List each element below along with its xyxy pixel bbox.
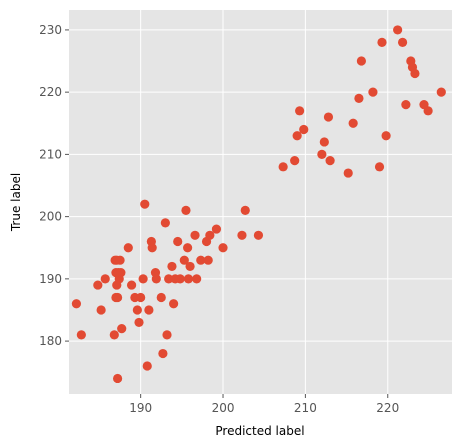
data-point xyxy=(164,274,174,284)
data-point xyxy=(162,330,172,340)
data-point xyxy=(323,112,334,122)
data-point xyxy=(140,199,150,209)
data-point xyxy=(240,205,250,216)
data-point xyxy=(278,162,288,172)
data-point xyxy=(96,305,106,315)
data-point xyxy=(397,37,408,47)
x-tick-label: 200 xyxy=(212,401,235,415)
y-tick-label: 190 xyxy=(39,272,62,286)
data-point xyxy=(116,268,126,278)
data-point xyxy=(343,168,353,178)
y-axis-label: True label xyxy=(9,173,23,232)
data-point xyxy=(325,156,335,166)
data-point xyxy=(144,305,154,315)
y-tick-label: 210 xyxy=(39,147,62,161)
data-point xyxy=(142,361,152,371)
data-point xyxy=(237,230,247,240)
data-point xyxy=(179,255,189,265)
data-point xyxy=(354,93,364,103)
data-point xyxy=(71,299,82,309)
data-point xyxy=(167,261,177,272)
y-axis-ticks: 180 190 200 210 220 230 xyxy=(39,23,69,348)
data-point xyxy=(181,205,191,216)
data-point xyxy=(317,149,327,159)
data-point xyxy=(196,255,206,265)
data-point xyxy=(356,56,366,66)
data-point xyxy=(374,162,385,172)
data-point xyxy=(292,131,302,141)
grid-lines xyxy=(69,10,452,394)
y-tick-label: 180 xyxy=(39,334,62,348)
data-point xyxy=(290,156,300,166)
data-point xyxy=(377,37,387,47)
x-axis-ticks: 190 200 210 220 xyxy=(129,394,399,415)
x-tick-label: 190 xyxy=(129,401,152,415)
data-point xyxy=(169,299,179,309)
data-point xyxy=(319,137,329,147)
data-point xyxy=(112,373,123,384)
data-point xyxy=(156,292,166,303)
data-point xyxy=(112,292,123,303)
y-tick-label: 200 xyxy=(39,210,62,224)
data-point xyxy=(348,118,358,128)
data-point xyxy=(160,218,170,228)
data-point xyxy=(147,243,157,253)
data-point xyxy=(190,230,200,240)
data-point xyxy=(401,99,411,110)
data-points xyxy=(71,25,446,384)
data-point xyxy=(211,224,222,234)
x-tick-label: 220 xyxy=(376,401,399,415)
data-point xyxy=(123,243,133,253)
data-point xyxy=(126,280,137,290)
data-point xyxy=(138,274,148,284)
plot-background xyxy=(69,10,452,394)
data-point xyxy=(117,324,127,334)
data-point xyxy=(410,68,420,79)
data-point xyxy=(299,124,309,135)
data-point xyxy=(185,261,195,272)
data-point xyxy=(109,330,119,340)
data-point xyxy=(183,274,194,284)
data-point xyxy=(151,274,161,284)
data-point xyxy=(381,131,391,141)
data-point xyxy=(158,348,168,359)
data-point xyxy=(393,25,403,35)
data-point xyxy=(203,255,213,265)
data-point xyxy=(100,274,110,284)
data-point xyxy=(253,230,264,240)
data-point xyxy=(368,87,378,97)
data-point xyxy=(115,255,125,265)
data-point xyxy=(205,230,215,240)
data-point xyxy=(183,243,193,253)
data-point xyxy=(175,274,185,284)
data-point xyxy=(218,243,228,253)
data-point xyxy=(173,236,183,247)
data-point xyxy=(132,305,142,315)
x-tick-label: 210 xyxy=(294,401,317,415)
data-point xyxy=(295,106,305,116)
data-point xyxy=(423,106,433,116)
y-tick-label: 220 xyxy=(39,85,62,99)
data-point xyxy=(134,317,144,328)
data-point xyxy=(136,292,146,303)
data-point xyxy=(192,274,202,284)
data-point xyxy=(93,280,103,290)
x-axis-label: Predicted label xyxy=(215,424,304,438)
data-point xyxy=(76,330,86,340)
data-point xyxy=(436,87,446,97)
y-tick-label: 230 xyxy=(39,23,62,37)
